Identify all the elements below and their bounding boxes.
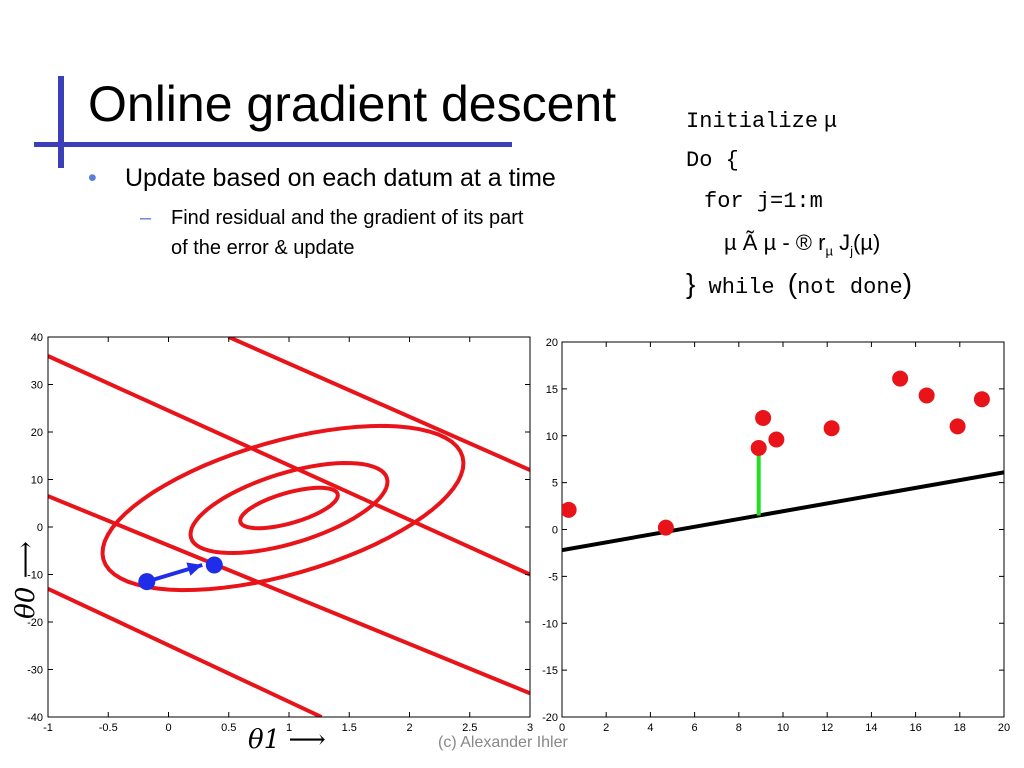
y-tick-label: 0: [37, 522, 43, 534]
contour-line: [227, 337, 530, 472]
x-tick-label: 0.5: [221, 722, 236, 734]
bullet-level2: – Find residual and the gradient of its …: [140, 203, 626, 263]
code-update-a: µ Ã µ - ® r: [724, 230, 826, 255]
x-tick-label: 0: [559, 722, 565, 734]
y-tick-label: -40: [27, 712, 43, 724]
data-point: [755, 409, 772, 426]
arrow-head-icon: [186, 562, 203, 576]
contour-line: [48, 494, 530, 696]
data-point: [892, 370, 909, 387]
x-axis-label: θ1 ⟶: [248, 725, 326, 755]
contour-ellipse: [100, 423, 466, 593]
scatter-content: [562, 370, 1004, 553]
contour-line: [48, 354, 530, 577]
bullet-level1-text: Update based on each datum at a time: [125, 164, 556, 192]
fit-line: [562, 470, 1004, 553]
code-line-3: for j=1:m: [704, 189, 823, 214]
y-tick-label: -5: [548, 571, 558, 583]
code-line-5: } while (not done): [686, 268, 912, 309]
y-tick-label: 5: [552, 478, 558, 490]
y-tick-label: 20: [546, 337, 558, 349]
code-condition: not done: [797, 275, 903, 300]
code-close-brace: }: [686, 268, 696, 299]
accent-horizontal-bar: [34, 142, 512, 147]
contour-plot: -1 -0.5 0 0.5 1 1.5 2 2.5 3 40 30 20 10 0 -10 -20 -30 -40…: [11, 332, 533, 755]
bullet-dot-icon: •: [88, 164, 97, 192]
y-tick-label: -10: [542, 618, 558, 630]
y-tick-label: 40: [31, 332, 43, 344]
y-tick-label: 30: [31, 380, 43, 392]
bullet-level2-line2: of the error & update: [171, 237, 355, 259]
data-point: [949, 418, 966, 435]
y-tick-label: 20: [31, 427, 43, 439]
y-tick-label: -20: [542, 712, 558, 724]
x-tick-label: 20: [998, 722, 1010, 734]
code-mu: µ: [824, 107, 837, 132]
code-close-paren: ): [902, 268, 913, 299]
data-point: [918, 387, 935, 404]
code-update-sub2: j: [850, 243, 853, 259]
contour-lines: [48, 337, 530, 717]
x-tick-label: -1: [43, 722, 53, 734]
y-tick-label: -20: [27, 617, 43, 629]
code-open-paren: (: [787, 268, 798, 299]
data-point: [657, 519, 674, 536]
contour-ellipse: [188, 460, 390, 556]
code-line-2: Do {: [686, 148, 739, 173]
x-tick-label: 3: [527, 722, 533, 734]
y-tick-label: 0: [552, 525, 558, 537]
x-tick-label: -0.5: [99, 722, 118, 734]
x-tick-label: 14: [865, 722, 877, 734]
data-point: [768, 431, 785, 448]
x-tick-label: 1: [286, 722, 292, 734]
plot-frame: [561, 341, 1005, 718]
pseudocode-block: Initialize µ Do { for j=1:m µ Ã µ - ® rµ…: [686, 104, 912, 309]
x-tick-label: 1.5: [342, 722, 357, 734]
scatter-plot: 0 2 4 6 8 10 12 14 16 18 20 20 15 10 5 0 -5 -10 -15 -20: [542, 337, 1010, 734]
code-while: while: [695, 275, 788, 300]
x-tick-label: 2: [406, 722, 412, 734]
x-tick-label: 10: [777, 722, 789, 734]
bullet-dash-icon: –: [140, 207, 152, 229]
contour-line: [48, 586, 323, 717]
y-tick-label: -15: [542, 665, 558, 677]
code-update-sub1: µ: [825, 243, 833, 259]
code-line-4: µ Ã µ - ® rµ Jj(µ): [686, 227, 912, 268]
credit-text: (c) Alexander Ihler: [438, 734, 568, 751]
x-tick-label: 2: [603, 722, 609, 734]
data-point: [823, 420, 840, 437]
y-tick-label: -30: [27, 665, 43, 677]
parameter-point: [138, 573, 156, 591]
y-tick-label: -10: [27, 570, 43, 582]
accent-vertical-bar: [58, 76, 64, 168]
y-axis-label: θ0 ⟶: [11, 541, 41, 619]
bullet-level2-line1: Find residual and the gradient of its pa…: [171, 207, 524, 229]
code-update-c: (µ): [852, 230, 881, 255]
data-point: [562, 501, 577, 518]
contour-ellipse: [238, 485, 340, 531]
x-tick-label: 4: [647, 722, 653, 734]
x-tick-label: 12: [821, 722, 833, 734]
code-initialize: Initialize: [686, 109, 819, 134]
x-tick-label: 2.5: [462, 722, 477, 734]
x-tick-label: 16: [909, 722, 921, 734]
data-point: [750, 439, 767, 456]
slide-title: Online gradient descent: [88, 76, 617, 132]
x-tick-label: 0: [165, 722, 171, 734]
code-line-1: Initialize µ: [686, 104, 912, 145]
y-tick-label: 10: [31, 475, 43, 487]
y-tick-label: 10: [546, 431, 558, 443]
x-tick-label: 6: [692, 722, 698, 734]
x-tick-label: 18: [954, 722, 966, 734]
x-tick-label: 8: [736, 722, 742, 734]
data-point: [973, 391, 990, 408]
y-tick-label: 15: [546, 384, 558, 396]
bullet-level1: • Update based on each datum at a time: [88, 163, 556, 193]
code-update-b: J: [832, 230, 851, 255]
parameter-point: [205, 556, 223, 574]
